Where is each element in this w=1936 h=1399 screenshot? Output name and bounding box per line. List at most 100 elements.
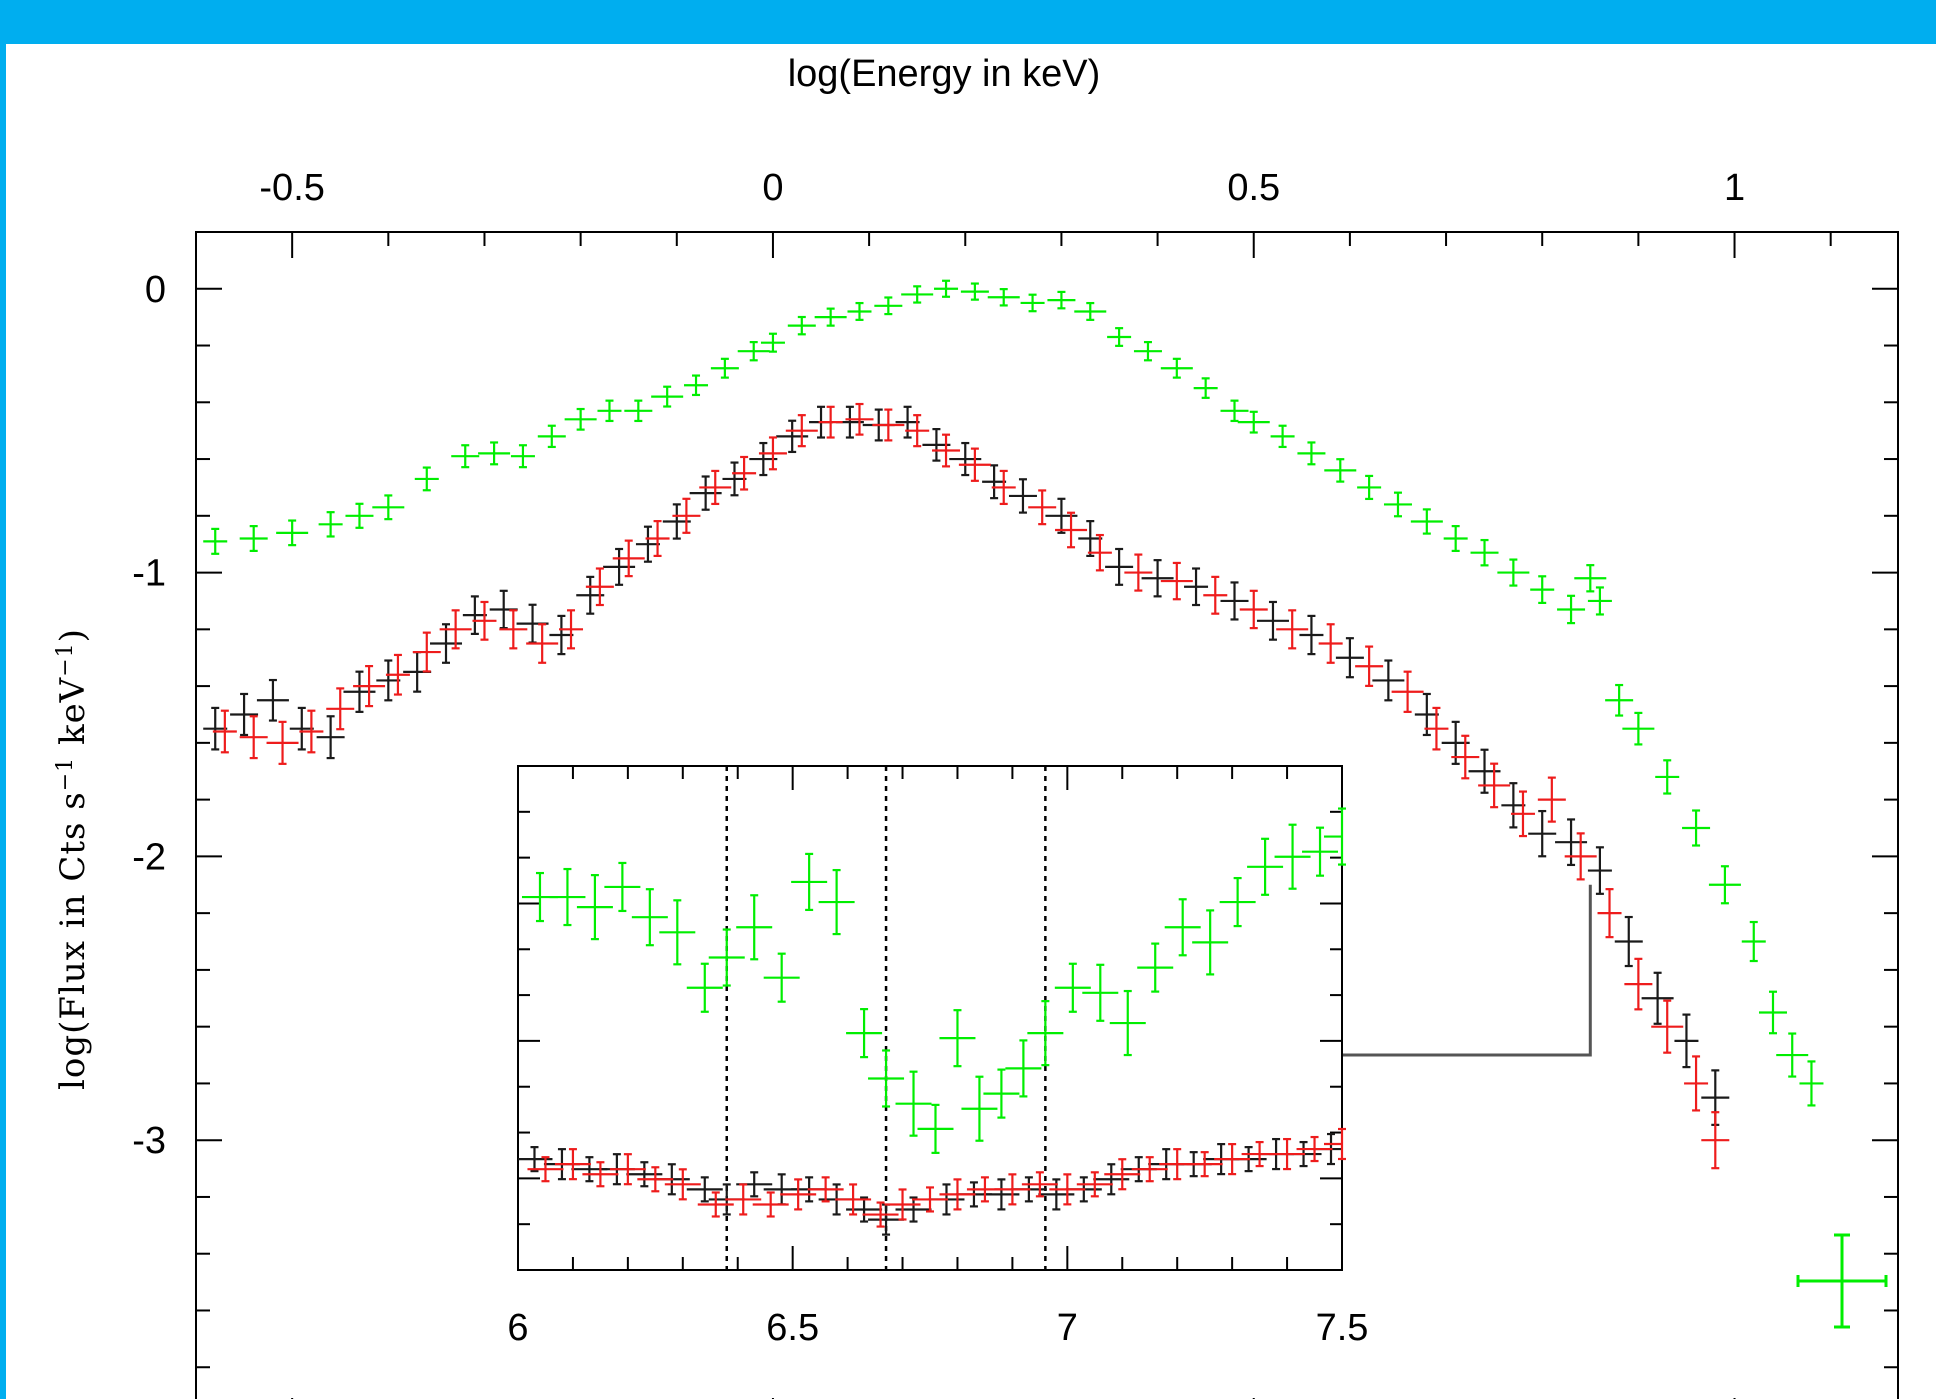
inset-data-point [1324, 807, 1346, 866]
inset-series-red [527, 1127, 1346, 1228]
data-point [991, 469, 1016, 506]
inset-data-point [637, 1166, 674, 1193]
inset-data-point [884, 1188, 921, 1221]
data-point [612, 539, 645, 578]
data-point [847, 301, 872, 321]
inset-series-green [521, 807, 1346, 1154]
data-point [326, 687, 355, 731]
data-point [635, 525, 660, 563]
data-point [499, 609, 528, 650]
main-plot-frame [195, 231, 1899, 1399]
data-point [1335, 637, 1364, 679]
data-point [1451, 734, 1480, 780]
data-point [212, 709, 237, 754]
data-point [203, 527, 228, 555]
series-green [203, 279, 1824, 1107]
data-point [1383, 491, 1412, 518]
data-point [451, 444, 480, 469]
data-point [299, 709, 324, 754]
y-axis-title: log(Flux in Cts s−1 keV−1) [53, 628, 94, 1090]
data-point [1256, 600, 1289, 641]
inset-x-tick-label: 7.5 [1316, 1307, 1369, 1349]
data-point [1478, 762, 1511, 809]
x-axis-title: log(Energy in keV) [788, 53, 1101, 95]
data-point [1424, 706, 1449, 751]
data-point [266, 720, 299, 765]
data-point [1741, 920, 1766, 963]
data-point [1557, 594, 1586, 625]
inset-data-point [1296, 1135, 1333, 1163]
data-point [1510, 790, 1535, 838]
inset-x-tick-label: 6.5 [766, 1307, 819, 1349]
inset-data-point [1082, 963, 1119, 1022]
data-point [872, 408, 905, 442]
data-point [1597, 888, 1622, 939]
data-point [710, 357, 739, 379]
inset-data-point [1164, 898, 1201, 957]
data-point [1799, 1060, 1824, 1107]
inset-data-point [807, 1176, 844, 1203]
data-point [414, 466, 439, 492]
inset-data-point [582, 1161, 619, 1188]
data-point [1324, 458, 1357, 483]
inset-data-point [780, 1178, 817, 1211]
data-point [1391, 670, 1424, 713]
data-point [905, 414, 930, 448]
data-point [385, 653, 410, 696]
data-point [1372, 659, 1405, 702]
data-point [230, 692, 259, 737]
data-point [814, 307, 847, 327]
data-point [732, 455, 757, 491]
data-point [1357, 474, 1382, 501]
inset-leader-line [1342, 884, 1592, 1057]
data-point [987, 288, 1020, 307]
y-axis-title-part-1: log(Flux in Cts s [53, 791, 93, 1090]
data-point [1776, 1032, 1809, 1078]
inset-data-point [1192, 909, 1229, 976]
data-point [564, 407, 597, 431]
data-point [412, 631, 441, 673]
main-plot-marks [203, 279, 1824, 1170]
inset-data-point [1054, 962, 1091, 1013]
data-point [318, 511, 343, 538]
reference-error-bar [1796, 1233, 1888, 1329]
data-point [1107, 327, 1132, 347]
data-point [1497, 558, 1530, 587]
inset-data-point [818, 868, 855, 936]
data-point [1470, 538, 1499, 567]
inset-data-point [1214, 1143, 1251, 1176]
inset-data-point [664, 1168, 701, 1201]
inset-data-point [708, 928, 745, 987]
data-point [901, 285, 934, 304]
data-point [345, 502, 374, 529]
data-point [1047, 290, 1076, 310]
y-tick-label: -2 [132, 836, 166, 878]
inset-data-point [1247, 837, 1284, 896]
data-point [1651, 999, 1684, 1054]
data-point [549, 614, 574, 656]
inset-data-point [895, 1070, 932, 1137]
y-axis-title-part-2: keV [53, 676, 93, 757]
data-point [597, 399, 622, 423]
y-tick-label: -1 [132, 553, 166, 595]
data-point [845, 402, 874, 436]
inset-data-point [1021, 1171, 1058, 1198]
data-point [1028, 489, 1057, 526]
inset-data-point [736, 894, 773, 961]
data-point [645, 520, 670, 558]
inset-data-point [1302, 826, 1339, 877]
data-point [1220, 399, 1249, 423]
data-point [256, 678, 289, 722]
data-point [1682, 809, 1711, 847]
data-point [1160, 561, 1193, 601]
spectrum-chart: -0.500.510-1-2-3-4 66.577.5 log(Energy i… [53, 53, 1899, 1399]
data-point [1184, 567, 1209, 607]
data-point [1410, 508, 1443, 535]
inset-data-point [549, 867, 586, 927]
inset-data-point [604, 861, 641, 913]
data-point [787, 315, 816, 336]
data-point [462, 595, 487, 635]
data-point [478, 441, 511, 466]
data-point [1674, 1013, 1699, 1069]
data-point [1622, 711, 1655, 746]
